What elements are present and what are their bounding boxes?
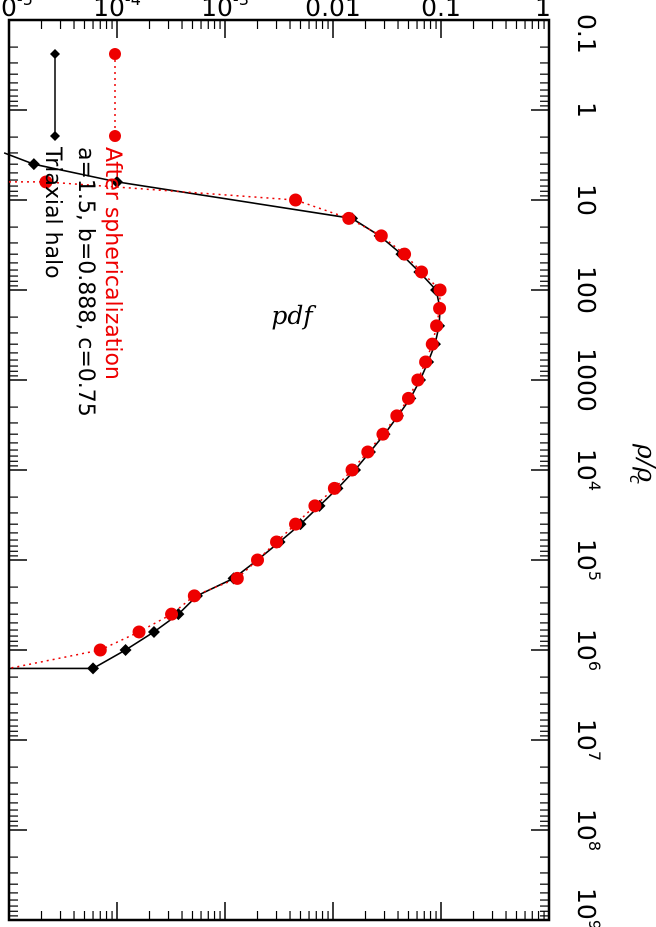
data-point-spherical: [93, 643, 107, 657]
x-tick-label: 106: [572, 629, 604, 671]
y-tick-label: 10-4: [93, 0, 141, 22]
y-tick-label: 10-5: [0, 0, 33, 22]
x-axis-label: ρ/ρ c: [626, 443, 656, 484]
data-point-spherical: [289, 193, 303, 207]
data-point-triaxial: [27, 158, 40, 171]
y-tick-label: 10-3: [201, 0, 249, 22]
data-point-spherical: [411, 373, 425, 387]
series-line-triaxial: [3, 152, 441, 670]
data-point-triaxial: [119, 644, 132, 656]
data-point-spherical: [251, 553, 265, 567]
data-point-spherical: [165, 607, 179, 621]
legend: Triaxial halo a=1.5, b=0.888, c=0.75 Aft…: [40, 48, 125, 417]
x-tick-label: 0.1: [572, 14, 601, 54]
major-ticks: [8, 19, 550, 921]
data-point-spherical: [342, 211, 356, 225]
y-tick-label: 0.01: [305, 0, 361, 22]
data-point-spherical: [270, 535, 284, 549]
x-axis-label-subscript: c: [626, 475, 645, 484]
data-point-spherical: [398, 247, 412, 261]
data-point-spherical: [433, 301, 447, 315]
x-tick-label: 1000: [572, 348, 601, 412]
data-point-spherical: [39, 175, 53, 189]
x-tick-label: 109: [572, 888, 604, 927]
data-point-spherical: [289, 517, 303, 531]
legend-marker-spherical-right: [109, 130, 121, 142]
data-point-spherical: [376, 427, 390, 441]
data-point-spherical: [425, 337, 439, 351]
data-point-spherical: [401, 391, 415, 405]
minor-ticks: [9, 20, 549, 920]
data-point-triaxial: [87, 662, 100, 675]
x-tick-label: 100: [572, 266, 601, 314]
data-point-spherical: [433, 283, 447, 297]
data-point-spherical: [415, 265, 429, 279]
legend-marker-triaxial-left: [50, 49, 60, 59]
data-point-spherical: [419, 355, 433, 369]
data-point-spherical: [361, 445, 375, 459]
legend-marker-triaxial-right: [50, 131, 60, 141]
data-point-triaxial: [111, 175, 123, 188]
data-point-spherical: [345, 463, 359, 477]
legend-label-triaxial: Triaxial halo: [40, 146, 65, 279]
data-point-spherical: [308, 499, 322, 513]
series-layer: [3, 152, 447, 675]
legend-marker-spherical-left: [109, 48, 121, 60]
y-tick-label: 0.1: [421, 0, 461, 22]
data-point-spherical: [430, 319, 444, 333]
data-point-spherical: [187, 589, 201, 603]
x-tick-label: 1: [572, 102, 601, 118]
x-axis-label-main: ρ/ρ: [632, 443, 656, 482]
x-tick-label: 108: [572, 809, 604, 851]
x-tick-label: 107: [572, 719, 604, 761]
x-tick-label: 104: [572, 449, 604, 491]
data-point-spherical: [132, 625, 146, 639]
y-tick-labels: 10-5 10-4 10-3 0.01 0.1 1: [0, 0, 551, 22]
legend-label-params: a=1.5, b=0.888, c=0.75: [73, 147, 98, 417]
x-tick-labels: 0.1 1 10 100 1000 104 105 106 107 108 109: [572, 14, 604, 927]
data-point-spherical: [390, 409, 404, 423]
legend-label-spherical: After sphericalization: [100, 147, 125, 380]
y-axis-label: pdf: [271, 301, 316, 330]
x-tick-label: 10: [572, 184, 601, 216]
data-point-spherical: [374, 229, 388, 243]
y-tick-label: 1: [535, 0, 551, 22]
data-point-spherical: [230, 571, 244, 585]
data-point-triaxial: [147, 625, 160, 638]
x-tick-label: 105: [572, 539, 604, 581]
data-point-spherical: [327, 481, 341, 495]
